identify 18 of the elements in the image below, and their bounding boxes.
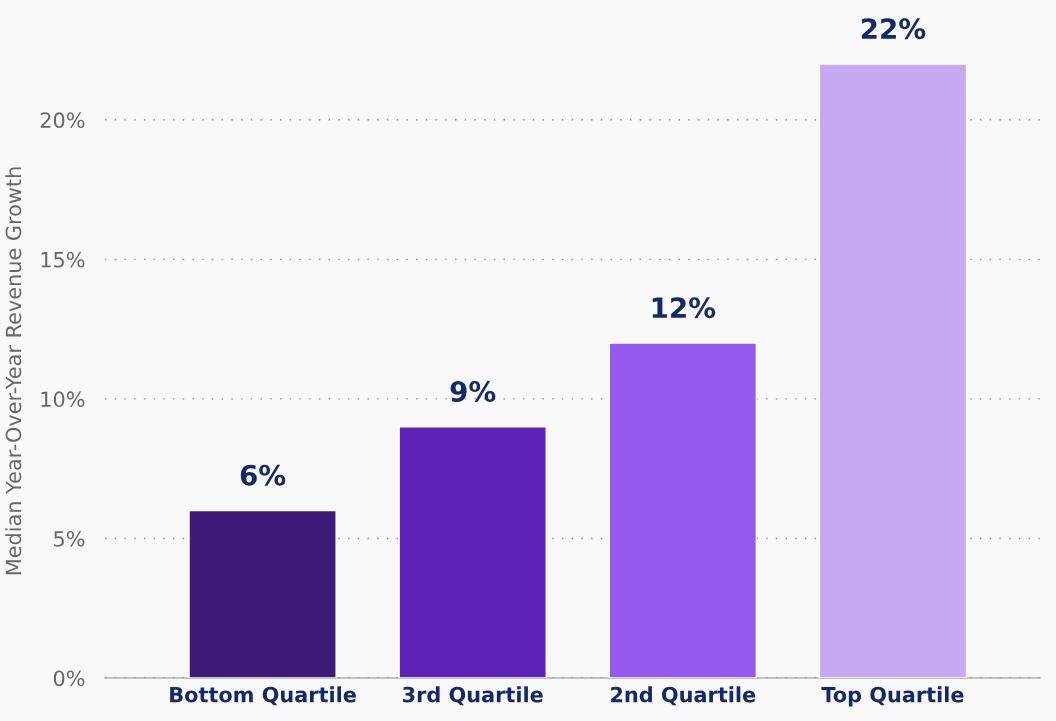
bar — [398, 426, 547, 678]
x-tick-label: Bottom Quartile — [170, 686, 356, 706]
data-label: 12% — [652, 297, 716, 319]
y-tick-label: 0% — [53, 670, 85, 687]
bar — [818, 64, 968, 678]
data-label: 22% — [861, 18, 926, 40]
y-axis-title: Median Year-Over-Year Revenue Growth — [5, 167, 22, 575]
bar — [608, 342, 758, 678]
bar — [188, 509, 337, 678]
y-tick-label: 20% — [40, 112, 85, 129]
y-tick-label: 10% — [41, 391, 85, 408]
x-tick-label: Top Quartile — [821, 686, 964, 707]
x-tick-label: 2nd Quartile — [611, 686, 756, 706]
y-tick-label: 5% — [54, 530, 85, 547]
y-tick-label: 15% — [41, 251, 85, 268]
data-label: 6% — [240, 464, 286, 486]
data-label: 9% — [450, 380, 496, 402]
x-tick-label: 3rd Quartile — [403, 686, 543, 706]
